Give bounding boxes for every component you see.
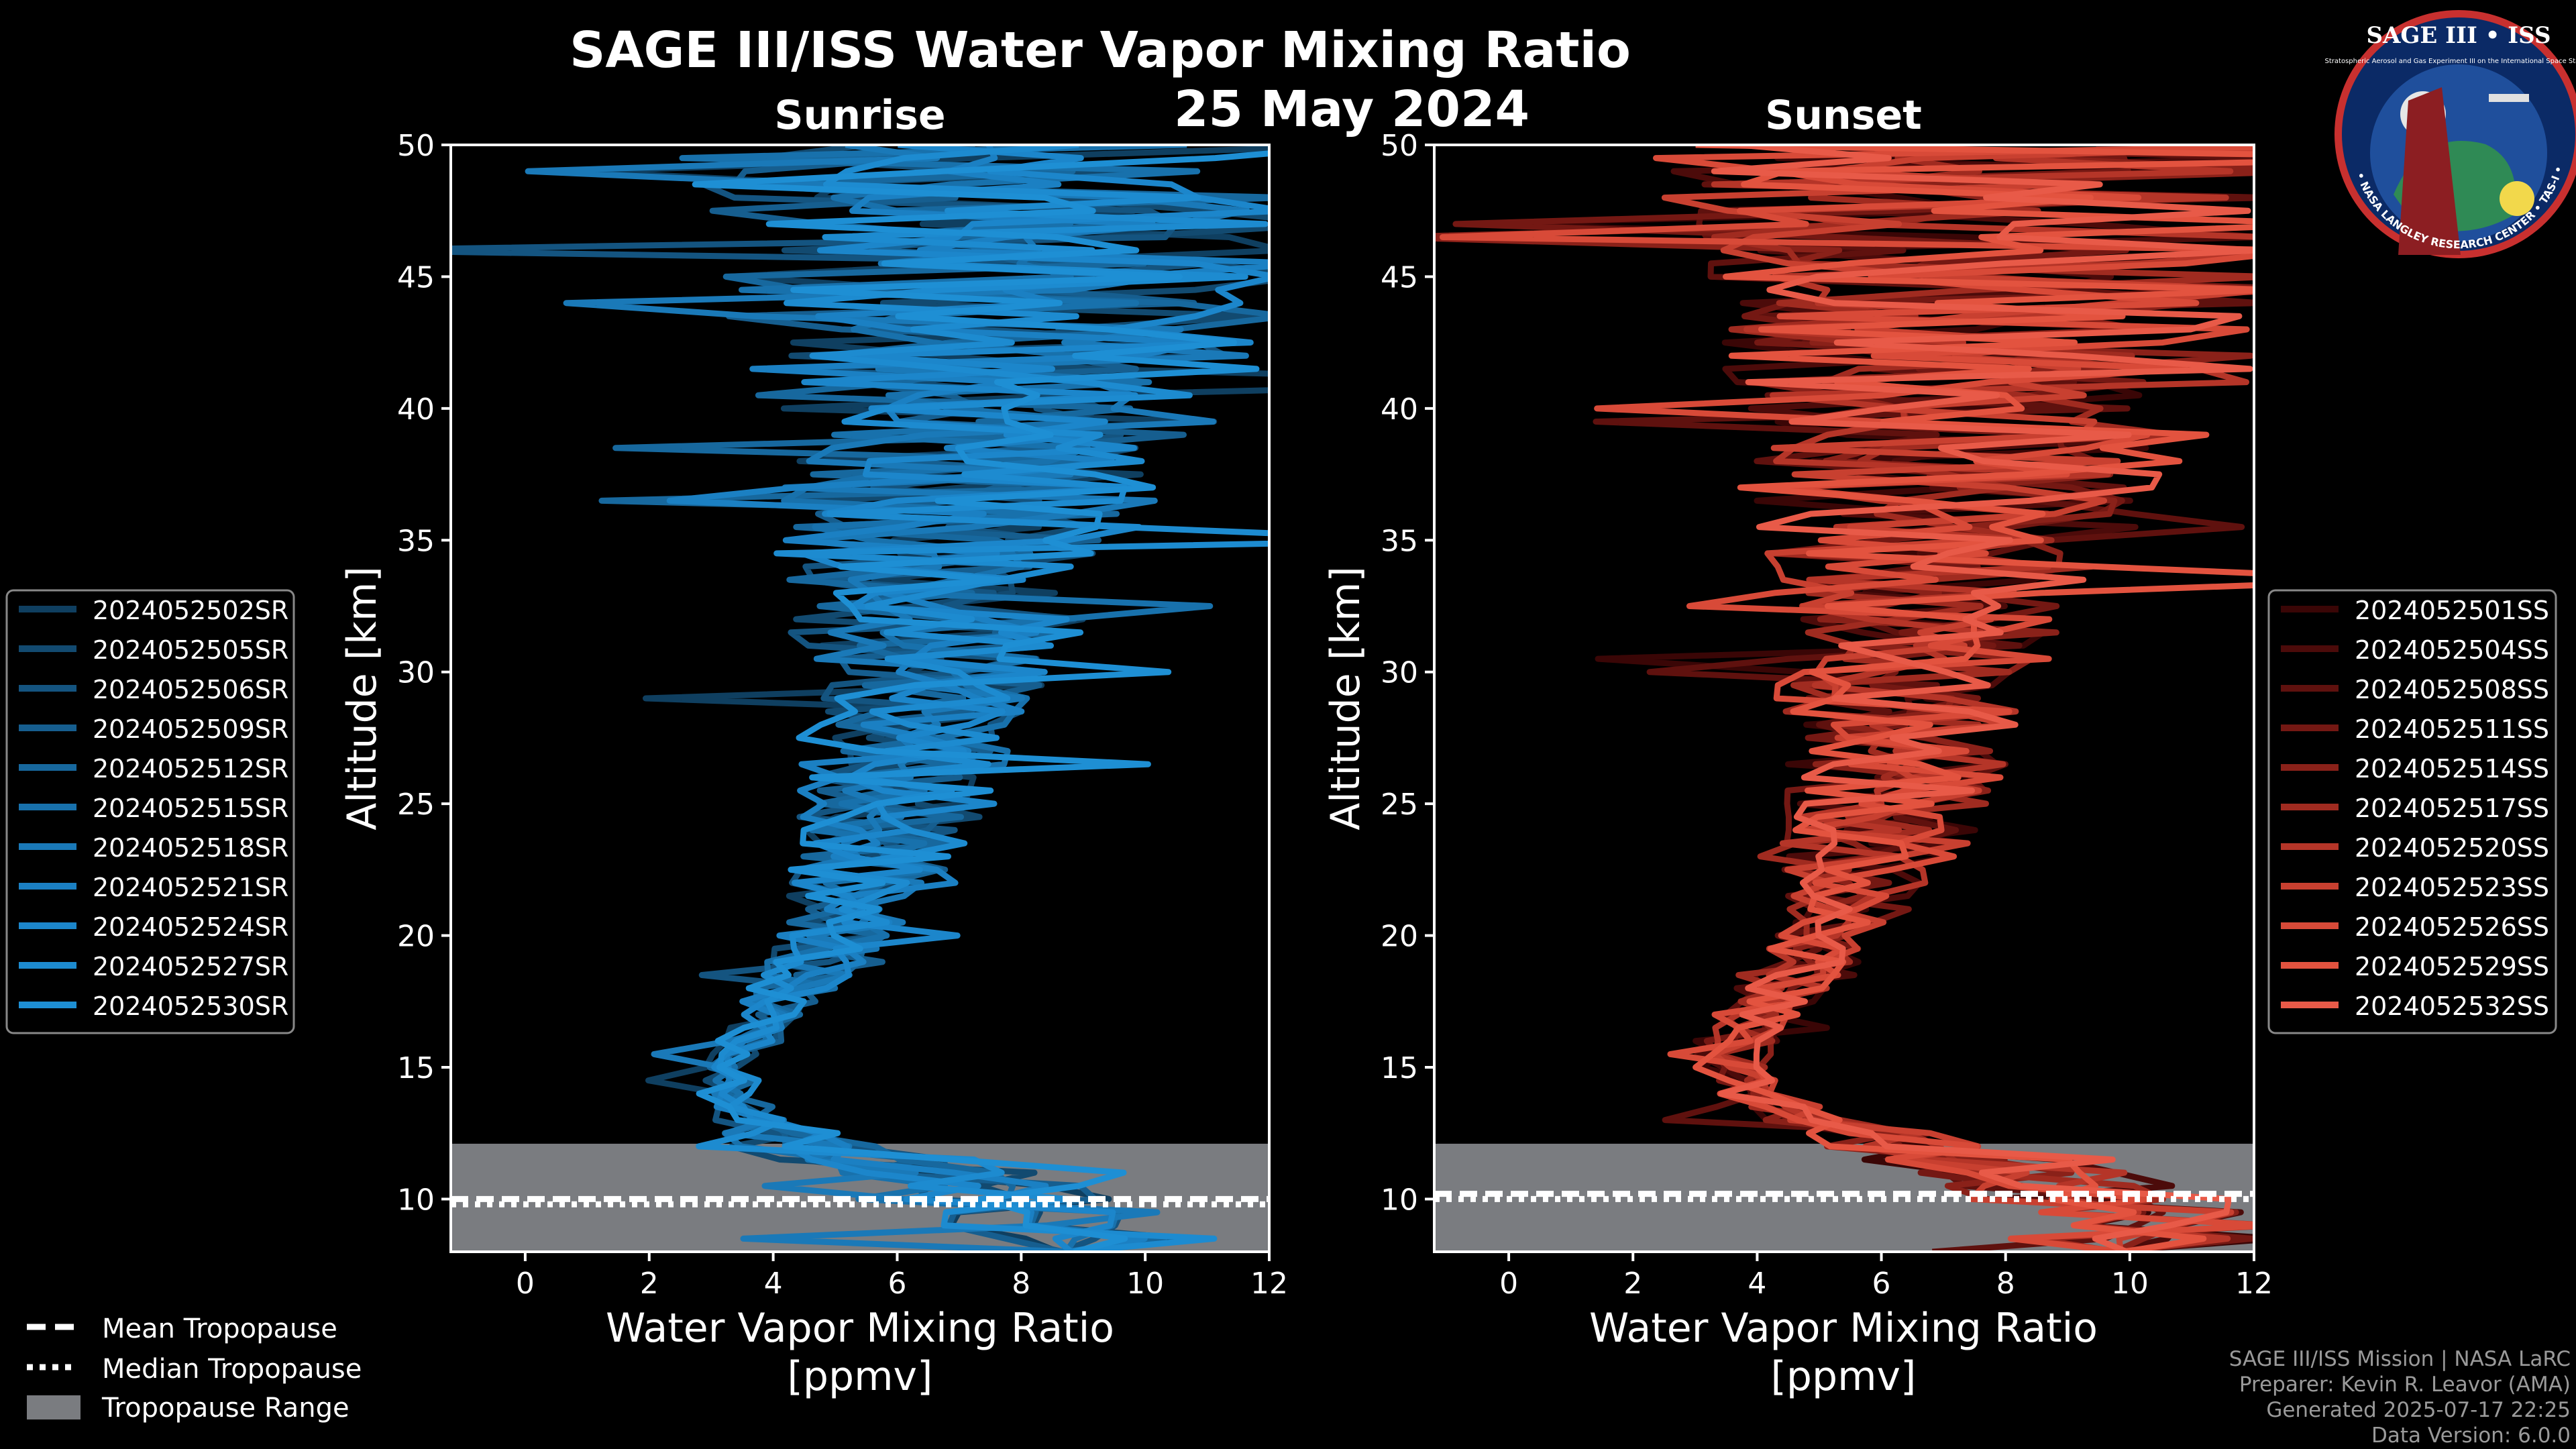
logo-title: SAGE III • ISS xyxy=(2366,22,2551,49)
sunset-series-line-2024052532SS xyxy=(1711,145,2254,1252)
sunset-y-tick-label: 50 xyxy=(1381,129,1418,163)
sunrise-legend-label-2024052530SR: 2024052530SR xyxy=(93,991,288,1021)
sunrise-legend-label-2024052518SR: 2024052518SR xyxy=(93,833,288,863)
sunset-y-tick-label: 20 xyxy=(1381,920,1418,954)
sunset-legend-label-2024052532SS: 2024052532SS xyxy=(2355,991,2549,1021)
sunset-legend-box xyxy=(2267,589,2557,1034)
sunrise-x-ticks: 0 2 4 6 8 10 12 xyxy=(516,1252,1288,1301)
sunrise-y-tick-label: 35 xyxy=(397,524,435,558)
sunset-x-axis-label: Water Vapor Mixing Ratio xyxy=(1589,1305,2098,1352)
sunset-series-line-2024052511SS xyxy=(1452,145,2254,1252)
sunrise-y-tick-label: 20 xyxy=(397,920,435,954)
credits-data-version: Data Version: 6.0.0 xyxy=(2371,1424,2571,1448)
sunset-legend: 2024052501SS 2024052504SS 2024052508SS 2024… xyxy=(2267,589,2557,1034)
sunrise-axes-frame xyxy=(449,144,1271,1253)
sunrise-y-axis-label: Altitude [km] xyxy=(339,566,386,830)
sunrise-y-tick-label: 50 xyxy=(397,129,435,163)
sunset-legend-label-2024052504SS: 2024052504SS xyxy=(2355,635,2549,665)
sunset-legend-label-2024052520SS: 2024052520SS xyxy=(2355,833,2549,863)
sunrise-x-tick-label: 2 xyxy=(640,1267,659,1301)
sunrise-x-tick-label: 0 xyxy=(516,1267,535,1301)
sunrise-y-tick-label: 10 xyxy=(397,1183,435,1217)
sunrise-y-tick-label: 25 xyxy=(397,788,435,822)
median-tropopause-legend-label: Median Tropopause xyxy=(102,1354,362,1385)
sunset-y-ticks: 10 15 20 25 30 35 40 45 50 xyxy=(1381,129,1434,1217)
sunset-y-axis-label: Altitude [km] xyxy=(1322,566,1369,830)
sunrise-legend-label-2024052524SR: 2024052524SR xyxy=(93,912,288,942)
sunset-legend-label-2024052508SS: 2024052508SS xyxy=(2355,675,2549,704)
sunset-legend-label-2024052511SS: 2024052511SS xyxy=(2355,714,2549,744)
sunrise-x-tick-label: 4 xyxy=(764,1267,783,1301)
sunset-x-tick-label: 12 xyxy=(2235,1267,2273,1301)
sunrise-x-tick-label: 12 xyxy=(1250,1267,1288,1301)
sunset-legend-label-2024052523SS: 2024052523SS xyxy=(2355,873,2549,902)
tropopause-range-legend-swatch xyxy=(27,1395,80,1419)
sunrise-x-tick-label: 8 xyxy=(1012,1267,1030,1301)
sunrise-y-tick-label: 30 xyxy=(397,656,435,690)
sunrise-legend-label-2024052521SR: 2024052521SR xyxy=(93,873,288,902)
credits-preparer: Preparer: Kevin R. Leavor (AMA) xyxy=(2239,1373,2571,1397)
sunrise-legend-label-2024052502SR: 2024052502SR xyxy=(93,596,288,625)
sunrise-legend-label-2024052515SR: 2024052515SR xyxy=(93,794,288,823)
tropopause-legend: Mean Tropopause Median Tropopause Tropop… xyxy=(27,1313,362,1424)
sunset-x-tick-label: 4 xyxy=(1748,1267,1766,1301)
sunset-x-tick-label: 8 xyxy=(1996,1267,2015,1301)
sunrise-y-tick-label: 45 xyxy=(397,260,435,294)
credits-footer: SAGE III/ISS Mission | NASA LaRC Prepare… xyxy=(2229,1347,2571,1448)
iss-icon xyxy=(2489,94,2529,102)
sunrise-series-lines xyxy=(451,145,1269,1252)
sunrise-y-ticks: 10 15 20 25 30 35 40 45 50 xyxy=(397,129,451,1217)
sunset-legend-label-2024052529SS: 2024052529SS xyxy=(2355,952,2549,981)
sunrise-x-axis-unit: [ppmv] xyxy=(788,1353,933,1400)
credits-generated: Generated 2025-07-17 22:25 xyxy=(2266,1398,2571,1422)
sunrise-y-tick-label: 15 xyxy=(397,1051,435,1085)
sunset-x-axis-unit: [ppmv] xyxy=(1771,1353,1917,1400)
tropopause-range-legend-label: Tropopause Range xyxy=(101,1393,350,1424)
sunset-y-tick-label: 35 xyxy=(1381,524,1418,558)
figure-title: SAGE III/ISS Water Vapor Mixing Ratio xyxy=(570,21,1631,79)
sunrise-legend-label-2024052509SR: 2024052509SR xyxy=(93,714,288,744)
sun-icon xyxy=(2500,181,2534,216)
sunrise-legend-label-2024052505SR: 2024052505SR xyxy=(93,635,288,665)
sunset-series-lines xyxy=(1434,145,2254,1252)
sunset-legend-label-2024052526SS: 2024052526SS xyxy=(2355,912,2549,942)
sunrise-x-tick-label: 6 xyxy=(888,1267,906,1301)
sunset-y-tick-label: 30 xyxy=(1381,656,1418,690)
sunset-legend-label-2024052501SS: 2024052501SS xyxy=(2355,596,2549,625)
sunrise-legend-box xyxy=(5,589,295,1034)
sunset-x-tick-label: 0 xyxy=(1499,1267,1518,1301)
sunset-y-tick-label: 40 xyxy=(1381,392,1418,427)
sunset-panel: Sunset 0 2 4 6 8 10 12 10 15 20 25 30 35 40 45 50 Wate… xyxy=(1322,92,2273,1400)
sunrise-x-axis-label: Water Vapor Mixing Ratio xyxy=(606,1305,1114,1352)
figure-date: 25 May 2024 xyxy=(1174,80,1529,138)
sunset-x-tick-label: 6 xyxy=(1872,1267,1891,1301)
sunrise-legend-label-2024052527SR: 2024052527SR xyxy=(93,952,288,981)
sunrise-legend-label-2024052512SR: 2024052512SR xyxy=(93,754,288,784)
sunset-y-tick-label: 10 xyxy=(1381,1183,1418,1217)
sunset-y-tick-label: 25 xyxy=(1381,788,1418,822)
sunrise-y-tick-label: 40 xyxy=(397,392,435,427)
sunrise-legend-label-2024052506SR: 2024052506SR xyxy=(93,675,288,704)
sunset-legend-label-2024052517SS: 2024052517SS xyxy=(2355,794,2549,823)
mean-tropopause-legend-label: Mean Tropopause xyxy=(102,1313,337,1344)
credits-mission: SAGE III/ISS Mission | NASA LaRC xyxy=(2229,1347,2571,1371)
sunrise-series-line-2024052530SR xyxy=(692,150,1269,1252)
sunset-axes-frame xyxy=(1433,144,2255,1253)
figure-silhouette-icon xyxy=(2398,87,2461,255)
sunset-y-tick-label: 15 xyxy=(1381,1051,1418,1085)
sunrise-x-tick-label: 10 xyxy=(1126,1267,1164,1301)
sunset-x-tick-label: 10 xyxy=(2111,1267,2149,1301)
sunset-x-ticks: 0 2 4 6 8 10 12 xyxy=(1499,1252,2273,1301)
logo-subtitle: Stratospheric Aerosol and Gas Experiment… xyxy=(2325,58,2576,65)
sunset-y-tick-label: 45 xyxy=(1381,260,1418,294)
sunrise-legend: 2024052502SR 2024052505SR 2024052506SR 2024… xyxy=(5,589,295,1034)
sunset-x-tick-label: 2 xyxy=(1623,1267,1642,1301)
sunrise-panel-title: Sunrise xyxy=(774,92,945,139)
sunrise-panel: Sunrise 0 2 4 6 8 10 12 10 15 20 25 30 35 40 45 50 Wat… xyxy=(339,92,1288,1400)
sunrise-series-line-2024052515SR xyxy=(679,145,1214,1252)
sunset-legend-label-2024052514SS: 2024052514SS xyxy=(2355,754,2549,784)
sunset-panel-title: Sunset xyxy=(1765,92,1922,139)
